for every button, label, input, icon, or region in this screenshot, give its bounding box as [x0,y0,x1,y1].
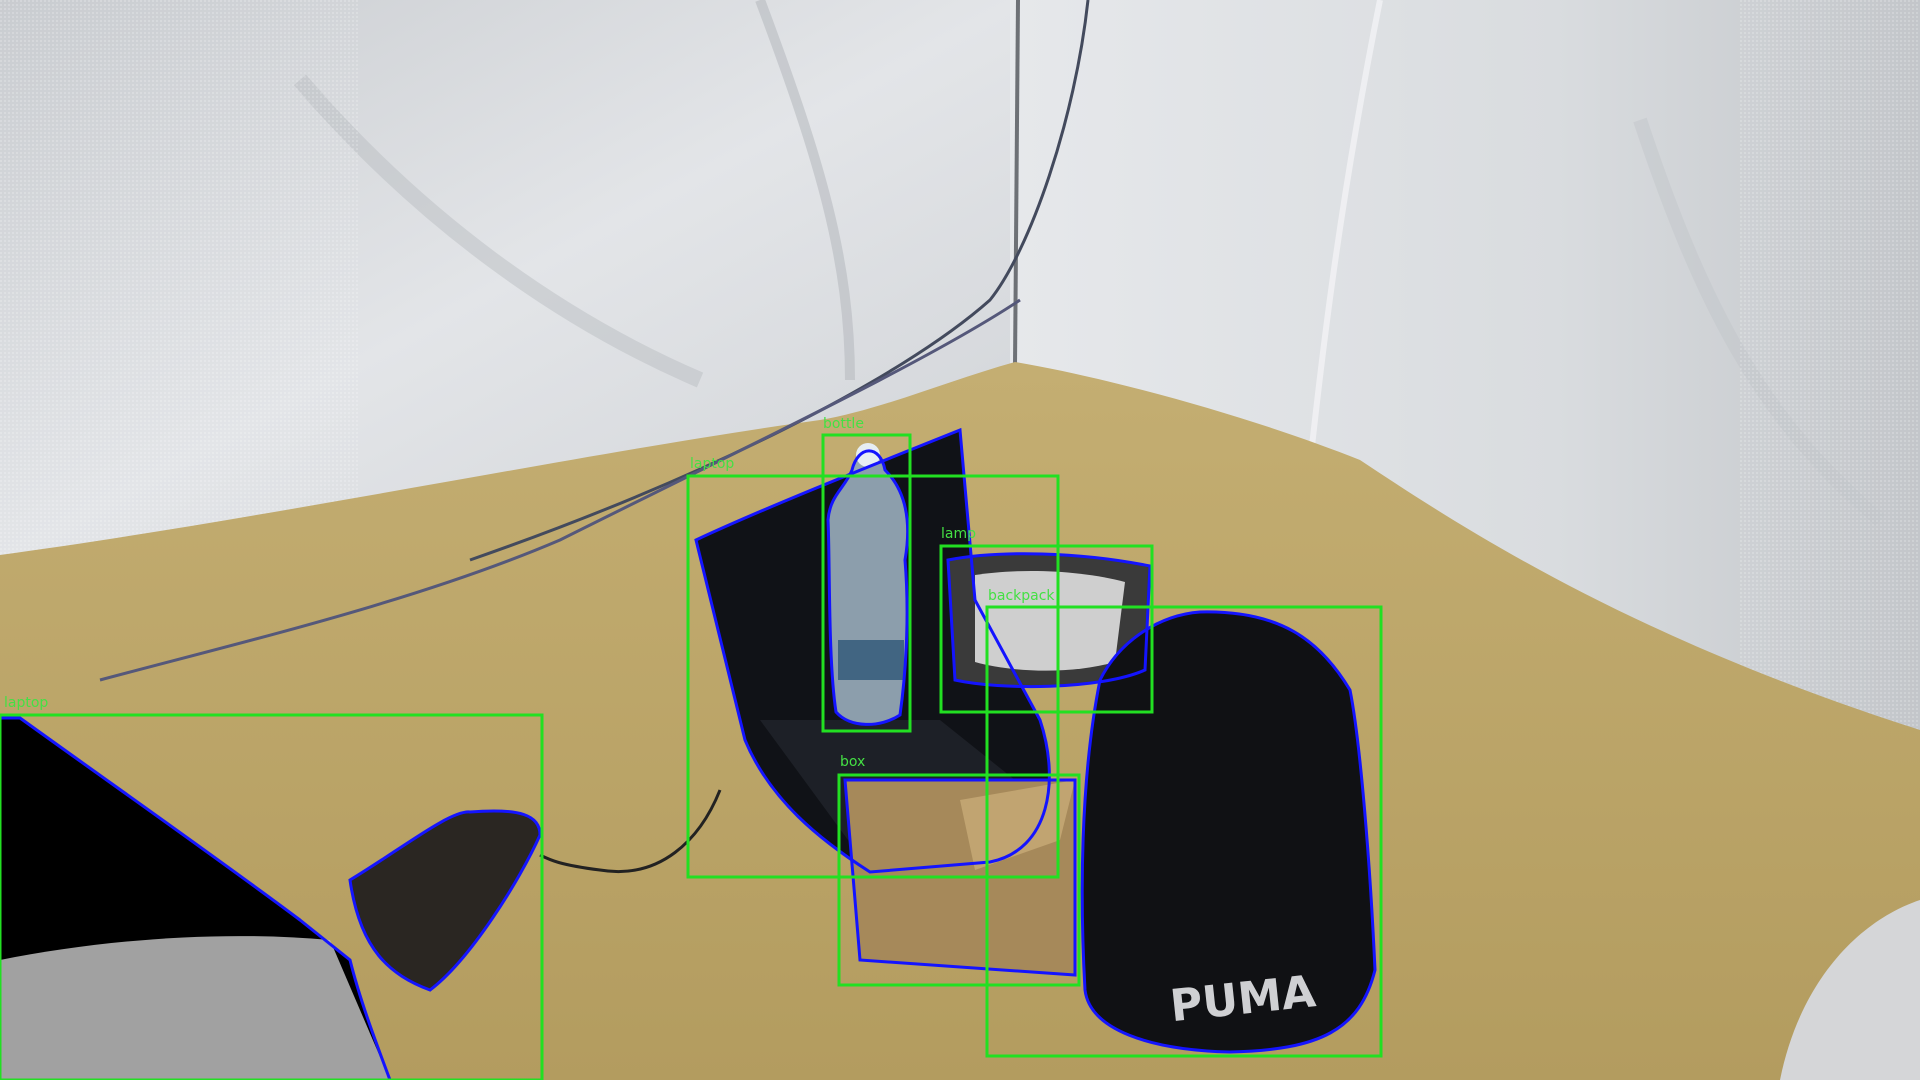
cable [539,789,722,873]
label-bottle: bottle [823,416,864,432]
mask-outline-laptop-center [694,427,1051,874]
bottle-label [838,640,904,680]
backpack-body [1082,611,1375,1052]
bbox-box [837,773,1081,987]
cable [99,298,1021,682]
point-cloud-texture [1740,0,1920,760]
lamp-screen [975,570,1125,671]
mask-outline-bottle [826,449,910,726]
bbox-backpack [985,605,1383,1058]
label-laptop-left: laptop [4,695,48,711]
mask-outline-remote [348,809,542,992]
mask-outlines [0,427,1377,1080]
mask-outline-lamp [946,552,1152,689]
floor-fabric [1780,900,1920,1080]
mask-outline-laptop-left [0,716,392,1080]
detection-labels: bottle laptop lamp backpack box laptop [4,416,1055,770]
laptop-left-lid [0,936,390,1080]
detection-boxes [0,433,1383,1080]
label-backpack: backpack [988,588,1055,604]
bbox-lamp [939,544,1154,714]
mask-outline-box [843,778,1077,977]
label-laptop-center: laptop [690,456,734,472]
cable [469,0,1090,562]
point-cloud-texture [0,0,360,560]
remote-object [350,810,540,990]
bottle-cap [856,443,880,467]
mask-outline-backpack [1080,610,1377,1054]
bbox-laptop-left [0,713,544,1080]
bbox-laptop-center [686,474,1060,879]
bbox-bottle [821,433,912,733]
label-box: box [840,754,865,770]
label-lamp: lamp [941,526,976,542]
wall-fold [755,0,855,381]
